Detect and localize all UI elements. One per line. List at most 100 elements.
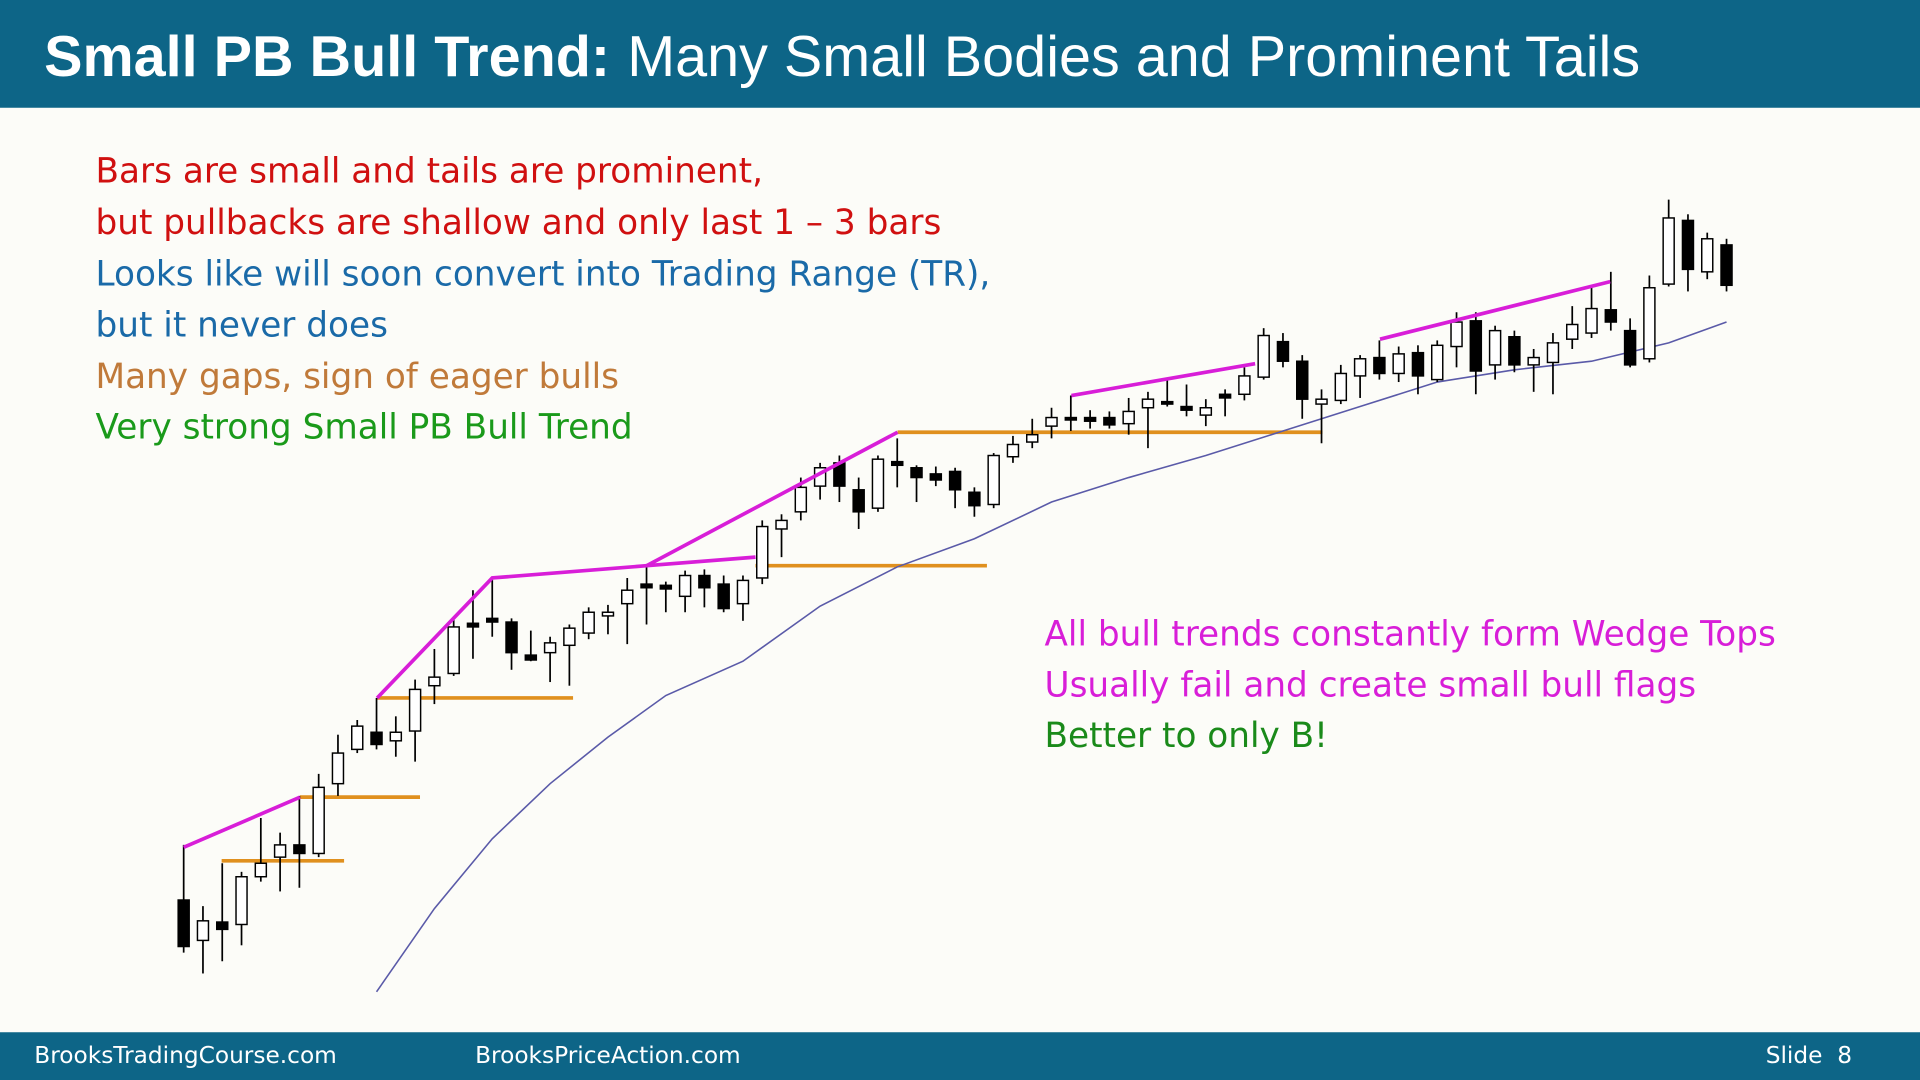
candle-body bbox=[621, 589, 634, 605]
candle-body bbox=[1469, 320, 1483, 372]
candle-body bbox=[1103, 416, 1116, 426]
note: Better to only B! bbox=[1044, 716, 1327, 756]
footer-bar bbox=[0, 1032, 1920, 1080]
candle-body bbox=[1392, 353, 1405, 375]
candle-body bbox=[601, 611, 615, 617]
candle-body bbox=[968, 491, 981, 507]
candle-body bbox=[698, 574, 711, 589]
magenta-line bbox=[645, 430, 899, 568]
candle-body bbox=[1315, 398, 1328, 405]
candle-body bbox=[1566, 323, 1579, 340]
candle-body bbox=[1585, 307, 1598, 334]
candle-body bbox=[1662, 217, 1675, 285]
candle-body bbox=[717, 583, 730, 610]
candle-body bbox=[1083, 416, 1097, 422]
note: Very strong Small PB Bull Trend bbox=[96, 407, 633, 447]
candle-body bbox=[331, 752, 345, 785]
candle-body bbox=[177, 899, 190, 948]
candle-body bbox=[640, 583, 653, 589]
candle-body bbox=[1546, 342, 1560, 364]
magenta-line bbox=[182, 795, 301, 850]
candle-body bbox=[1238, 375, 1251, 396]
candle-body bbox=[871, 458, 885, 509]
candle-body bbox=[235, 876, 248, 926]
candle-body bbox=[756, 525, 769, 579]
candle-body bbox=[1701, 238, 1714, 273]
candle-body bbox=[1527, 356, 1540, 366]
note: but it never does bbox=[96, 306, 388, 346]
magenta-line bbox=[375, 555, 756, 700]
candle-body bbox=[794, 486, 808, 513]
candle-body bbox=[852, 489, 865, 513]
candle-body bbox=[370, 731, 383, 746]
footer-center: BrooksPriceAction.com bbox=[475, 1042, 741, 1069]
candle-body bbox=[505, 621, 518, 654]
candle-body bbox=[254, 862, 268, 878]
candle-body bbox=[1064, 416, 1078, 421]
candle-body bbox=[1218, 393, 1232, 399]
candle-body bbox=[486, 617, 499, 623]
title-bold: Small PB Bull Trend: bbox=[44, 25, 610, 89]
magenta-line bbox=[1379, 279, 1611, 341]
candle-body bbox=[466, 622, 480, 628]
candle-body bbox=[273, 844, 287, 858]
candle-body bbox=[543, 642, 557, 654]
note: Usually fail and create small bull flags bbox=[1044, 666, 1696, 706]
note: All bull trends constantly form Wedge To… bbox=[1044, 614, 1775, 654]
moving-average bbox=[375, 321, 1727, 993]
candle-body bbox=[929, 473, 943, 481]
candle-body bbox=[524, 654, 538, 661]
candle-body bbox=[659, 584, 673, 590]
candle-body bbox=[1296, 360, 1309, 400]
candle-body bbox=[678, 574, 692, 598]
notes: Bars are small and tails are prominent, … bbox=[96, 151, 1776, 755]
candle-body bbox=[1373, 356, 1386, 375]
candle-body bbox=[1026, 433, 1039, 443]
candle-body bbox=[582, 611, 595, 634]
note: Many gaps, sign of eager bulls bbox=[96, 357, 620, 397]
candle-body bbox=[1488, 329, 1502, 366]
candle-body bbox=[1334, 372, 1348, 402]
candle-body bbox=[948, 470, 962, 491]
candle-body bbox=[1720, 244, 1733, 287]
candle-body bbox=[428, 676, 441, 687]
note: Bars are small and tails are prominent, bbox=[96, 151, 763, 191]
candle-body bbox=[736, 579, 750, 605]
candle-body bbox=[1353, 358, 1367, 377]
note: but pullbacks are shallow and only last … bbox=[96, 203, 942, 243]
candle-body bbox=[563, 627, 576, 647]
candle-body bbox=[312, 786, 325, 855]
candle-body bbox=[987, 454, 1000, 506]
candle-body bbox=[891, 460, 904, 467]
candle-body bbox=[196, 920, 210, 942]
candle-body bbox=[1045, 416, 1058, 427]
magenta-line bbox=[1071, 361, 1256, 398]
candle-body bbox=[351, 725, 364, 751]
candle-body bbox=[1411, 351, 1425, 377]
candle-body bbox=[1681, 219, 1695, 271]
candle-body bbox=[1141, 398, 1155, 409]
candle-body bbox=[910, 467, 923, 479]
candle-body bbox=[293, 844, 306, 855]
header-bar bbox=[0, 0, 1920, 108]
candle-body bbox=[1161, 400, 1174, 405]
candle-body bbox=[1508, 336, 1521, 366]
candle-body bbox=[447, 626, 460, 675]
candle-body bbox=[1431, 344, 1444, 381]
candle-body bbox=[216, 921, 229, 931]
candle-body bbox=[1623, 329, 1637, 366]
wedge-lines bbox=[182, 279, 1611, 850]
candle-body bbox=[389, 731, 403, 742]
candle-body bbox=[1006, 443, 1020, 458]
candle-body bbox=[408, 688, 422, 732]
title: Small PB Bull Trend: Many Small Bodies an… bbox=[44, 25, 1640, 89]
slide-number: Slide 8 bbox=[1766, 1042, 1852, 1069]
candle-body bbox=[1643, 287, 1656, 360]
candle-body bbox=[1604, 309, 1618, 323]
candle-body bbox=[1180, 405, 1193, 411]
note: Looks like will soon convert into Tradin… bbox=[96, 254, 991, 294]
candle-body bbox=[1276, 340, 1290, 362]
candlestick-chart bbox=[177, 199, 1733, 993]
candle-body bbox=[1257, 334, 1270, 378]
